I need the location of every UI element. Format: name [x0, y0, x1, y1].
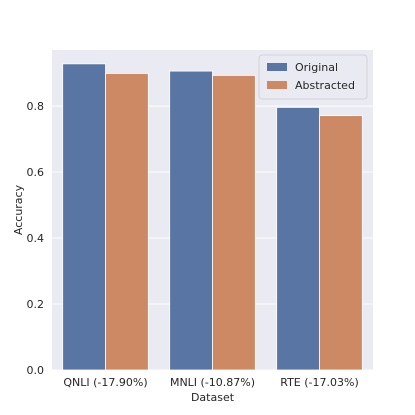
- y-tick-label: 0.6: [27, 166, 45, 179]
- y-tick-label: 0.2: [27, 298, 45, 311]
- x-tick-label: RTE (-17.03%): [280, 376, 359, 389]
- x-axis-label: Dataset: [191, 391, 235, 404]
- bar-abstracted-0: [105, 73, 149, 371]
- y-tick-label: 0.4: [27, 232, 45, 245]
- x-tick-label: QNLI (-17.90%): [63, 376, 147, 389]
- x-tick-labels: QNLI (-17.90%) MNLI (-10.87%) RTE (-17.03%…: [63, 376, 358, 389]
- bar-original-0: [62, 63, 106, 371]
- legend-swatch: [267, 63, 287, 71]
- legend-entry: Abstracted: [295, 79, 355, 92]
- bar-original-1: [169, 70, 213, 371]
- y-tick-label: 0.8: [27, 100, 45, 113]
- x-tick-label: MNLI (-10.87%): [170, 376, 255, 389]
- legend-swatch: [267, 81, 287, 89]
- y-tick-labels: 0.0 0.2 0.4 0.6 0.8: [27, 100, 45, 377]
- bars: [62, 63, 363, 371]
- bar-original-2: [276, 107, 320, 371]
- y-tick-label: 0.0: [27, 364, 45, 377]
- legend: Original Abstracted: [258, 54, 368, 100]
- bar-abstracted-2: [319, 115, 363, 371]
- bar-abstracted-1: [212, 75, 256, 371]
- y-axis-label: Accuracy: [12, 184, 25, 235]
- legend-entry: Original: [295, 61, 338, 74]
